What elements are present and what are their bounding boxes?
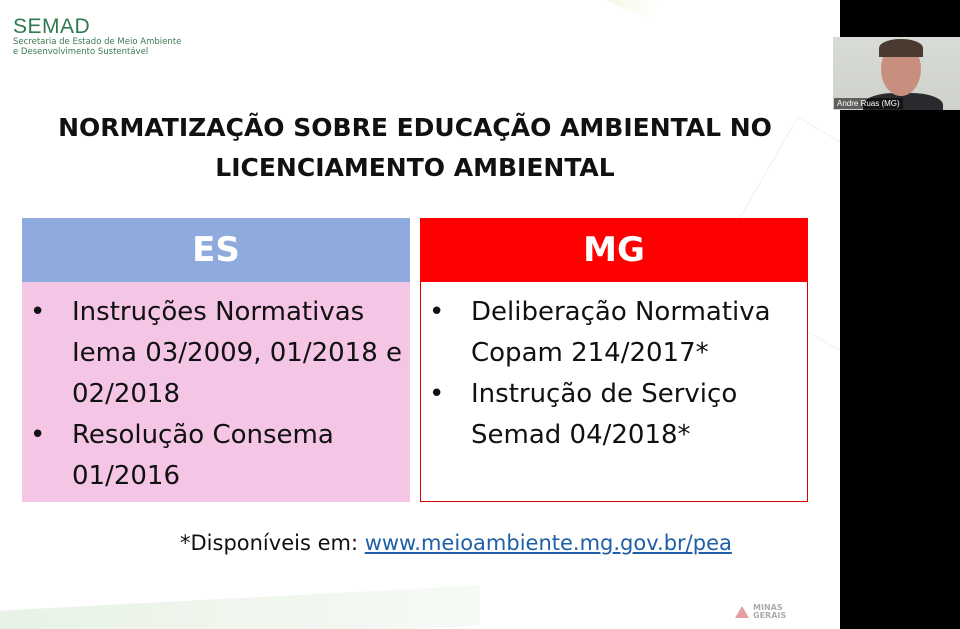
semad-logo: SEMAD Secretaria de Estado de Meio Ambie… <box>13 15 182 57</box>
list-item: Deliberação Normativa Copam 214/2017* <box>429 292 807 374</box>
mg-header: MG <box>420 218 808 282</box>
participant-video-tile[interactable]: Andre Ruas (MG) <box>833 37 960 110</box>
list-item: Resolução Consema 01/2016 <box>30 415 410 497</box>
decorative-shape <box>596 0 664 22</box>
es-header: ES <box>22 218 410 282</box>
slide-title: NORMATIZAÇÃO SOBRE EDUCAÇÃO AMBIENTAL NO… <box>58 113 772 182</box>
pea-link[interactable]: www.meioambiente.mg.gov.br/pea <box>364 531 732 555</box>
footnote: *Disponíveis em: www.meioambiente.mg.gov… <box>180 531 732 555</box>
mg-column: MG Deliberação Normativa Copam 214/2017*… <box>420 218 808 502</box>
triangle-icon <box>735 606 749 618</box>
presentation-slide: SEMAD Secretaria de Estado de Meio Ambie… <box>0 0 840 629</box>
decorative-shape <box>0 585 480 629</box>
participant-hair <box>879 39 923 57</box>
es-column: ES Instruções Normativas Iema 03/2009, 0… <box>22 218 410 502</box>
mg-list: Deliberação Normativa Copam 214/2017* In… <box>421 282 807 456</box>
participant-name: Andre Ruas (MG) <box>834 98 903 109</box>
es-list: Instruções Normativas Iema 03/2009, 01/2… <box>22 282 410 497</box>
list-item: Instrução de Serviço Semad 04/2018* <box>429 374 807 456</box>
list-item: Instruções Normativas Iema 03/2009, 01/2… <box>30 292 410 415</box>
minas-gerais-logo: MINAS GERAIS <box>735 604 786 620</box>
